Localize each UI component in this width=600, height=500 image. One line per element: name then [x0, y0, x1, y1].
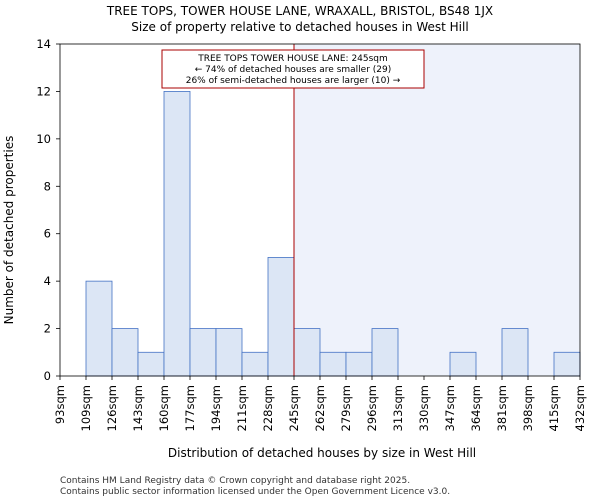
x-tick-label: 330sqm: [417, 385, 431, 431]
x-tick-label: 364sqm: [469, 385, 483, 431]
annotation-line-2: ← 74% of detached houses are smaller (29…: [195, 65, 392, 75]
bar-143sqm: [137, 351, 165, 377]
bar-279sqm: [345, 351, 373, 377]
x-tick-label: 177sqm: [183, 385, 197, 431]
y-axis-label: Number of detached properties: [2, 136, 16, 325]
y-tick-label: 12: [36, 84, 51, 98]
x-axis: 93sqm 109sqm 126sqm 143sqm 160sqm 177sqm 194sq…: [53, 376, 587, 431]
chart-subtitle: Size of property relative to detached ho…: [131, 20, 468, 34]
annotation-frame: [161, 49, 425, 89]
annotation-line-1: TREE TOPS TOWER HOUSE LANE: 245sqm: [197, 54, 388, 64]
y-tick-label: 0: [44, 369, 51, 383]
bar-262sqm: [319, 351, 347, 377]
bar-160sqm: [163, 91, 191, 377]
bar-245sqm: [293, 328, 321, 377]
bar-228sqm: [267, 257, 295, 377]
bar-347sqm: [449, 351, 477, 377]
bar-211sqm: [241, 351, 269, 377]
x-tick-label: 381sqm: [495, 385, 509, 431]
y-tick-label: 14: [36, 37, 51, 51]
x-tick-label: 262sqm: [313, 385, 327, 431]
y-tick-label: 4: [44, 274, 51, 288]
x-tick-label: 296sqm: [365, 385, 379, 431]
bar-126sqm: [111, 328, 139, 377]
x-tick-label: 313sqm: [391, 385, 405, 431]
x-tick-label: 211sqm: [235, 385, 249, 431]
x-axis-label: Distribution of detached houses by size …: [168, 446, 476, 460]
y-axis: 0 2 4 6 8 10 12 14: [36, 37, 60, 383]
bar-177sqm: [189, 328, 217, 377]
x-tick-label: 126sqm: [105, 385, 119, 431]
x-tick-label: 398sqm: [521, 385, 535, 431]
chart-title: TREE TOPS, TOWER HOUSE LANE, WRAXALL, BR…: [106, 4, 493, 18]
annotation-line-3: 26% of semi-detached houses are larger (…: [186, 76, 401, 86]
bar-296sqm: [371, 328, 399, 377]
y-tick-label: 10: [36, 132, 51, 146]
bar-381sqm: [501, 328, 529, 377]
y-tick-label: 6: [44, 227, 51, 241]
x-tick-label: 109sqm: [79, 385, 93, 431]
bar-415sqm: [553, 351, 581, 377]
x-tick-label: 245sqm: [287, 385, 301, 431]
y-tick-label: 2: [44, 322, 51, 336]
x-tick-label: 432sqm: [573, 385, 587, 431]
highlight-region: [294, 44, 580, 376]
x-tick-label: 347sqm: [443, 385, 457, 431]
x-tick-label: 160sqm: [157, 385, 171, 431]
x-tick-label: 194sqm: [209, 385, 223, 431]
bar-group: [85, 91, 581, 377]
annotation-box: TREE TOPS TOWER HOUSE LANE: 245sqm ← 74%…: [161, 49, 425, 89]
x-tick-label: 93sqm: [53, 385, 67, 424]
bar-194sqm: [215, 328, 243, 377]
footer-line-2: Contains public sector information licen…: [60, 487, 450, 497]
y-tick-label: 8: [44, 179, 51, 193]
x-tick-label: 143sqm: [131, 385, 145, 431]
bar-109sqm: [85, 280, 113, 377]
footer-line-1: Contains HM Land Registry data © Crown c…: [60, 476, 410, 486]
x-tick-label: 228sqm: [261, 385, 275, 431]
x-tick-label: 279sqm: [339, 385, 353, 431]
x-tick-label: 415sqm: [547, 385, 561, 431]
